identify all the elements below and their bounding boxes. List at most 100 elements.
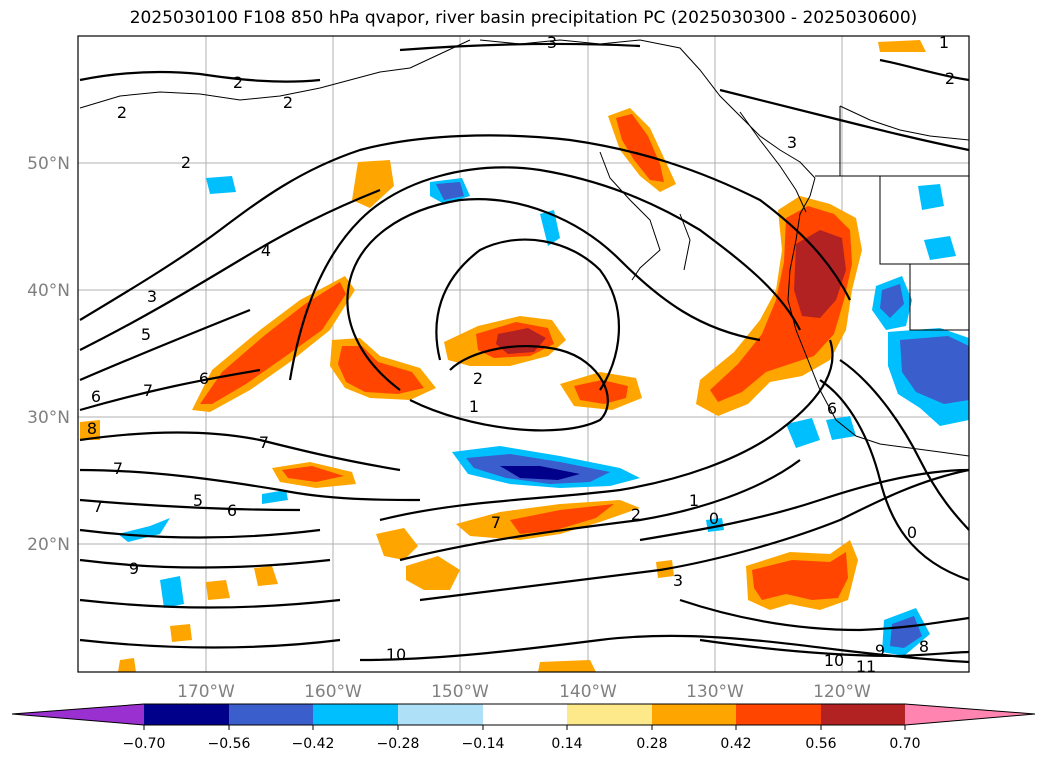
negative-small-8 [206, 176, 236, 194]
lat-label-40n: 40°N [27, 281, 70, 301]
contour-label: 2 [473, 369, 483, 388]
negative-small-11 [262, 490, 288, 504]
positive-blob-east-core [574, 380, 628, 404]
contour-label: 7 [259, 433, 269, 452]
negative-small-4 [826, 416, 856, 440]
colorbar: −0.70 −0.56 −0.42 −0.28 −0.14 0.14 0.28 … [11, 703, 1036, 752]
colorbar-tick-label: −0.70 [123, 736, 166, 752]
contour-label: 6 [199, 369, 209, 388]
negative-small-9 [160, 576, 184, 608]
country-borders [815, 106, 969, 331]
colorbar-tick-label: 0.28 [636, 736, 667, 752]
figure-title: 2025030100 F108 850 hPa qvapor, river ba… [129, 8, 918, 28]
longitude-labels: 170°W 160°W 150°W 140°W 130°W 120°W [177, 682, 871, 702]
lat-label-50n: 50°N [27, 154, 70, 174]
contour-label: 3 [547, 33, 557, 52]
contour-label: 7 [93, 497, 103, 516]
contour-label: 2 [117, 103, 127, 122]
contour-label: 4 [261, 241, 271, 260]
positive-small-9 [878, 40, 926, 52]
contour-label: 9 [129, 559, 139, 578]
positive-small-7 [80, 420, 100, 440]
colorbar-bin-neutral [483, 704, 567, 725]
contour-label: 0 [709, 509, 719, 528]
negative-southwest-core [900, 336, 969, 404]
colorbar-tick-label: −0.28 [377, 736, 420, 752]
lon-label-150w: 150°W [431, 682, 489, 702]
contour-label: 11 [856, 657, 876, 676]
colorbar-bin-p042 [736, 704, 821, 725]
positive-small-11 [170, 624, 192, 642]
lon-label-170w: 170°W [177, 682, 235, 702]
colorbar-tick-label: 0.56 [805, 736, 836, 752]
negative-small-6 [918, 184, 944, 210]
positive-small-6 [352, 160, 394, 208]
contour-label: 8 [87, 419, 97, 438]
contour-labels: 3 2 2 2 4 3 5 6 6 7 8 7 7 5 6 7 9 3 2 1 … [87, 33, 955, 676]
contour-label: 7 [491, 513, 501, 532]
colorbar-tick-label: 0.14 [551, 736, 582, 752]
negative-small-7 [924, 236, 956, 260]
contour-label: 8 [919, 637, 929, 656]
positive-small-2 [376, 528, 418, 560]
positive-blob-gulf-core [616, 114, 664, 182]
positive-small-12 [118, 658, 136, 672]
colorbar-bin-p014 [567, 704, 652, 725]
colorbar-bin-p056 [821, 704, 905, 725]
lon-label-140w: 140°W [559, 682, 617, 702]
positive-small-3 [406, 556, 460, 590]
positive-west-coast-max [794, 230, 846, 318]
contour-label: 10 [824, 651, 844, 670]
colorbar-tick-label: −0.14 [462, 736, 505, 752]
negative-small-5-core [890, 616, 922, 648]
colorbar-under-triangle [12, 704, 144, 725]
negative-band-max [500, 466, 580, 480]
colorbar-tick-label: 0.70 [889, 736, 920, 752]
colorbar-bin-m028 [398, 704, 483, 725]
contour-label: 6 [91, 387, 101, 406]
lat-label-20n: 20°N [27, 535, 70, 555]
contour-label: 2 [233, 73, 243, 92]
map-frame [77, 35, 970, 673]
contour-label: 2 [631, 505, 641, 524]
colorbar-bin-m056 [229, 704, 313, 725]
contour-label: 1 [469, 397, 479, 416]
positive-small-4 [254, 566, 278, 586]
latitude-labels: 50°N 40°N 30°N 20°N [27, 154, 70, 555]
negative-small-1-core [436, 182, 464, 200]
colorbar-tick-marks [143, 725, 906, 730]
colorbar-tick-label: −0.42 [292, 736, 335, 752]
contour-label: 2 [945, 69, 955, 88]
colorbar-over-triangle [905, 704, 1035, 725]
colorbar-bin-m042 [313, 704, 398, 725]
colorbar-tick-label: −0.56 [208, 736, 251, 752]
negative-ca-interior-core [880, 284, 904, 318]
negative-small-3 [786, 418, 820, 448]
colorbar-bin-lt-m070 [144, 704, 229, 725]
coastlines [79, 39, 969, 457]
contour-label: 6 [227, 501, 237, 520]
lon-label-130w: 130°W [686, 682, 744, 702]
contour-label: 3 [673, 571, 683, 590]
contour-label: 1 [689, 491, 699, 510]
contour-label: 3 [147, 287, 157, 306]
lat-label-30n: 30°N [27, 408, 70, 428]
contour-label: 9 [875, 641, 885, 660]
positive-small-8 [538, 660, 596, 672]
positive-band-east-core [510, 504, 614, 534]
contour-label: 7 [143, 381, 153, 400]
contour-label: 2 [181, 153, 191, 172]
contour-label: 10 [386, 645, 406, 664]
contour-label: 5 [193, 491, 203, 510]
contour-label: 7 [113, 459, 123, 478]
qvapor-contours [79, 42, 969, 664]
lon-label-120w: 120°W [813, 682, 871, 702]
contour-label: 3 [787, 133, 797, 152]
lon-label-160w: 160°W [304, 682, 362, 702]
positive-blob-hawaii-core [752, 552, 848, 600]
contour-label: 6 [827, 399, 837, 418]
contour-label: 1 [939, 33, 949, 52]
negative-small-2 [540, 210, 560, 246]
contour-label: 5 [141, 325, 151, 344]
